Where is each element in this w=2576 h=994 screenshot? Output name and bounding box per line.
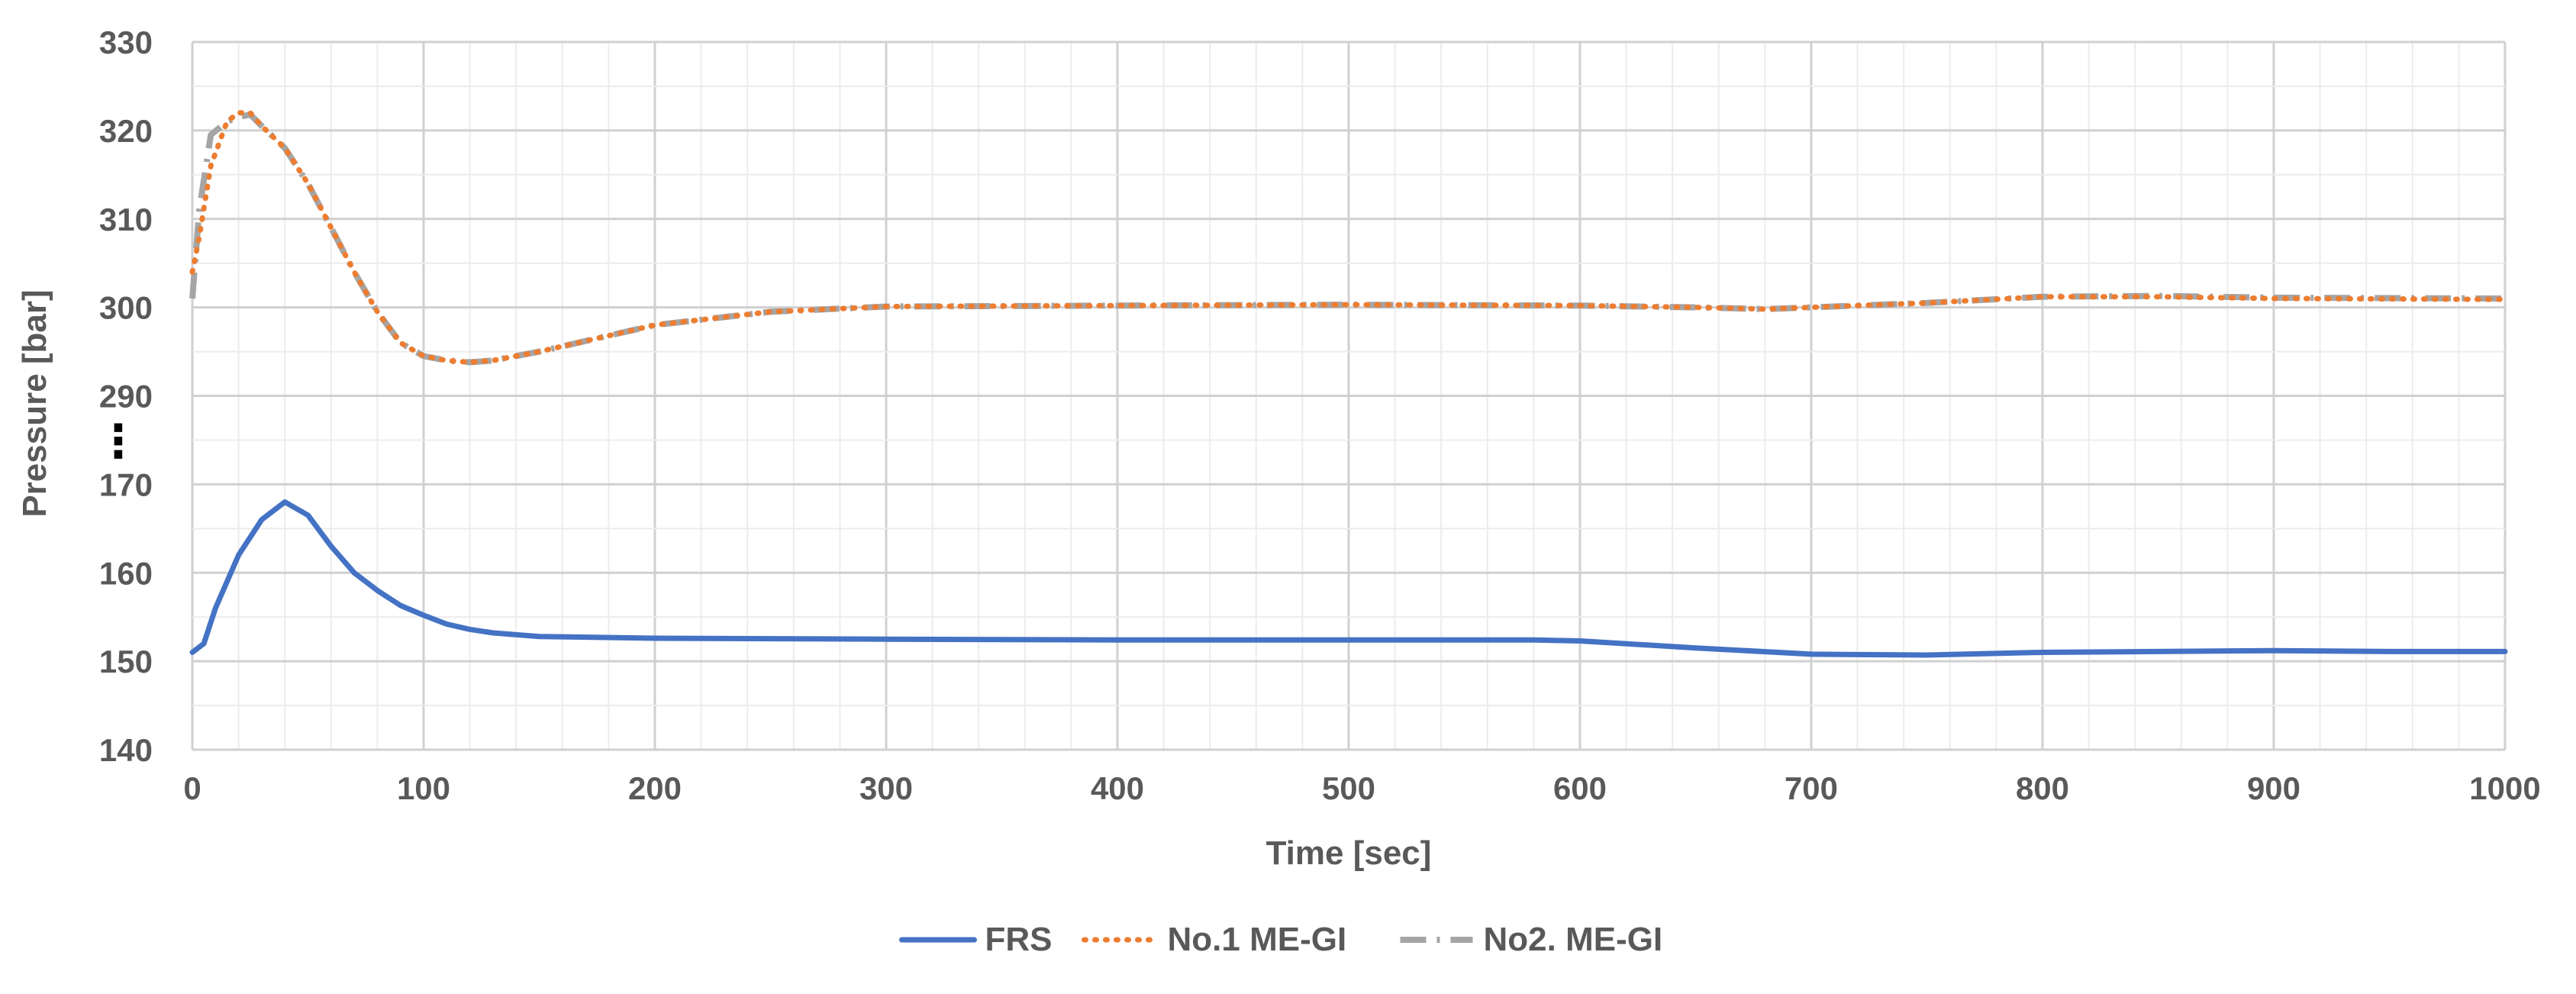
y-tick-label: 150 [99, 644, 153, 679]
y-axis-title: Pressure [bar] [16, 289, 53, 517]
x-tick-label: 200 [628, 770, 682, 806]
legend-label: No.1 ME-GI [1168, 921, 1347, 958]
y-tick-label: 310 [99, 202, 153, 237]
x-axis-title: Time [sec] [1266, 834, 1432, 872]
y-tick-label: 290 [99, 379, 153, 415]
x-tick-label: 400 [1091, 770, 1144, 806]
x-tick-label: 100 [397, 770, 450, 806]
y-tick-label: 300 [99, 290, 153, 326]
y-tick-label: 330 [99, 24, 153, 60]
legend-label: FRS [985, 921, 1053, 958]
x-tick-label: 0 [183, 770, 201, 806]
legend: FRS No.1 ME-GI No2. ME-GI [899, 921, 1663, 958]
tick-labels: 0 100 200 300 400 500 600 700 800 900 1000 330 320 31… [99, 24, 2541, 806]
y-tick-label: 170 [99, 466, 153, 502]
legend-label: No2. ME-GI [1484, 921, 1663, 958]
grid [191, 40, 2507, 751]
series-line-frs [189, 499, 2508, 658]
x-tick-label: 900 [2247, 770, 2300, 806]
y-tick-label: 140 [99, 732, 153, 768]
series-line-no-1-me-gi [189, 110, 2508, 365]
x-tick-label: 700 [1785, 770, 1838, 806]
y-tick-label: 160 [99, 555, 153, 591]
x-tick-label: 800 [2016, 770, 2069, 806]
x-tick-label: 600 [1553, 770, 1607, 806]
y-tick-label: 320 [99, 113, 153, 149]
axis-break-marker: ⋮ [95, 415, 141, 466]
x-tick-label: 1000 [2469, 770, 2540, 806]
series-layer [189, 110, 2508, 658]
x-tick-label: 300 [859, 770, 913, 806]
x-tick-label: 500 [1322, 770, 1375, 806]
